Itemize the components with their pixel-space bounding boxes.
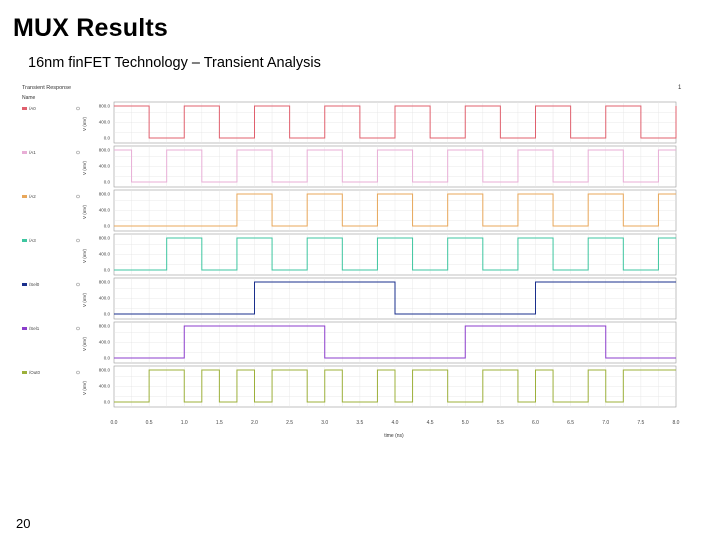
legend-swatch (22, 195, 27, 198)
legend-swatch (22, 239, 27, 242)
series-line-a2 (114, 193, 676, 227)
x-axis-label: time (ns) (384, 433, 404, 439)
series-line-a3 (114, 237, 676, 271)
eye-icon (76, 106, 80, 111)
x-tick-label: 3.5 (356, 420, 363, 426)
x-tick-label: 1.5 (216, 420, 223, 426)
y-tick-label: 400.0 (99, 208, 111, 213)
series-line-sel0 (114, 281, 676, 315)
y-tick-label: 800.0 (99, 280, 111, 285)
x-tick-label: 5.0 (462, 420, 469, 426)
legend-label: /A1 (29, 150, 36, 155)
series-line-a0 (114, 105, 677, 139)
y-tick-label: 0.0 (104, 312, 111, 317)
series-line-a1 (114, 149, 676, 183)
eye-icon (76, 326, 80, 331)
slide-subtitle: 16nm finFET Technology – Transient Analy… (28, 55, 321, 71)
slide-title: MUX Results (13, 14, 169, 42)
y-tick-label: 0.0 (104, 400, 111, 405)
legend-swatch (22, 107, 27, 110)
x-tick-label: 3.0 (321, 420, 328, 426)
legend-label: /Sel1 (29, 326, 40, 331)
y-tick-label: 0.0 (104, 224, 111, 229)
y-tick-label: 0.0 (104, 268, 111, 273)
y-axis-label: V (mV) (82, 160, 87, 175)
y-tick-label: 0.0 (104, 356, 111, 361)
legend-swatch (22, 151, 27, 154)
y-tick-label: 0.0 (104, 180, 111, 185)
eye-icon (76, 370, 80, 375)
y-tick-label: 800.0 (99, 236, 111, 241)
y-axis-label: V (mV) (82, 116, 87, 131)
y-tick-label: 800.0 (99, 192, 111, 197)
x-tick-label: 0.5 (146, 420, 153, 426)
y-tick-label: 400.0 (99, 164, 111, 169)
y-tick-label: 400.0 (99, 120, 111, 125)
chart-title: Transient Response (22, 85, 71, 91)
y-axis-label: V (mV) (82, 248, 87, 263)
x-tick-label: 6.5 (567, 420, 574, 426)
y-tick-label: 800.0 (99, 148, 111, 153)
y-axis-label: V (mV) (82, 204, 87, 219)
chart-body: /A0 V (mV) 800.0 400.0 0.0/A1 V (mV) 800.0 400.… (22, 101, 680, 426)
x-tick-label: 5.5 (497, 420, 504, 426)
legend-swatch (22, 283, 27, 286)
legend-panel-label: Name (22, 95, 36, 101)
x-tick-label: 7.0 (602, 420, 609, 426)
y-axis-label: V (mV) (82, 292, 87, 307)
legend-label: /Out0 (29, 370, 41, 375)
legend-swatch (22, 327, 27, 330)
x-tick-label: 2.0 (251, 420, 258, 426)
eye-icon (76, 194, 80, 199)
chart-corner-label: 1 (678, 85, 682, 91)
legend-label: /A3 (29, 238, 36, 243)
x-tick-label: 1.0 (181, 420, 188, 426)
legend-label: /A0 (29, 106, 36, 111)
eye-icon (76, 238, 80, 243)
y-tick-label: 400.0 (99, 340, 111, 345)
series-line-out0 (114, 369, 676, 403)
x-tick-label: 2.5 (286, 420, 293, 426)
series-line-sel1 (114, 325, 676, 359)
y-tick-label: 800.0 (99, 104, 111, 109)
legend-swatch (22, 371, 27, 374)
y-tick-label: 0.0 (104, 136, 111, 141)
y-tick-label: 400.0 (99, 296, 111, 301)
y-axis-label: V (mV) (82, 336, 87, 351)
eye-icon (76, 150, 80, 155)
y-tick-label: 400.0 (99, 252, 111, 257)
y-tick-label: 800.0 (99, 324, 111, 329)
legend-label: /A2 (29, 194, 36, 199)
x-tick-label: 6.0 (532, 420, 539, 426)
x-tick-label: 4.0 (392, 420, 399, 426)
eye-icon (76, 282, 80, 287)
x-tick-label: 7.5 (637, 420, 644, 426)
x-tick-label: 4.5 (427, 420, 434, 426)
page-number: 20 (16, 516, 31, 531)
y-axis-label: V (mV) (82, 380, 87, 395)
y-tick-label: 800.0 (99, 368, 111, 373)
legend-label: /Sel0 (29, 282, 40, 287)
x-tick-label: 8.0 (673, 420, 680, 426)
y-tick-label: 400.0 (99, 384, 111, 389)
x-tick-label: 0.0 (111, 420, 118, 426)
